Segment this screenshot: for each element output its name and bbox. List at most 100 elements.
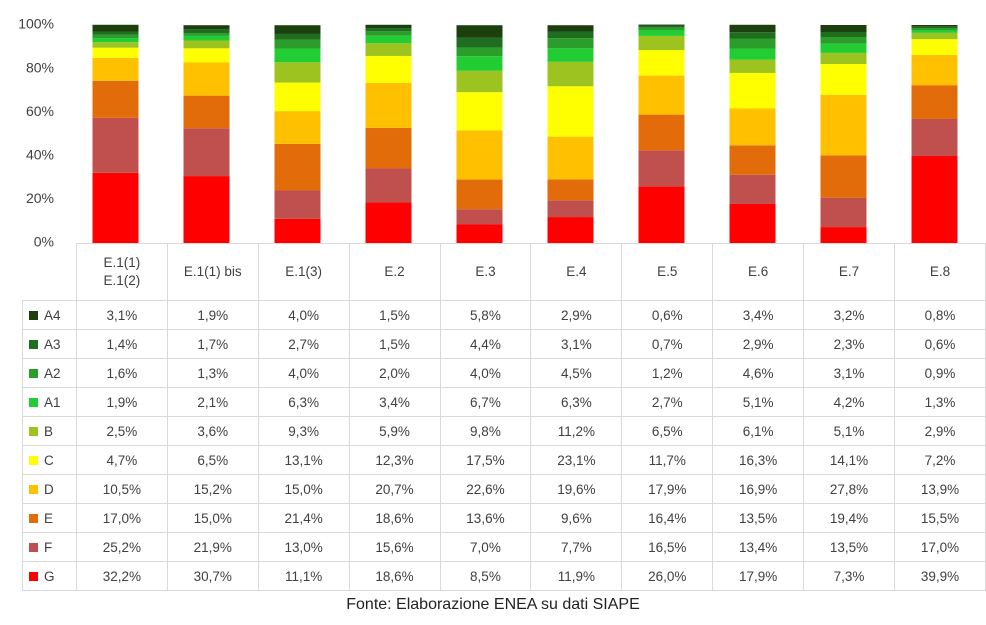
bar-segment [365, 168, 412, 203]
data-label: 1,9% [75, 387, 168, 417]
data-label: 17,0% [893, 532, 986, 562]
legend-swatch [29, 456, 38, 466]
bar-segment [911, 25, 958, 27]
bar-segment [274, 190, 321, 219]
bar-segment [820, 43, 867, 53]
bar-segment [547, 38, 594, 49]
legend-label: A4 [44, 307, 61, 323]
legend-swatch [29, 514, 38, 524]
data-label: 21,9% [166, 532, 259, 562]
data-label: 19,4% [803, 503, 895, 533]
bar-segment [820, 36, 867, 44]
bar-segment [547, 136, 594, 180]
data-label: 26,0% [621, 561, 714, 591]
bar-segment [274, 62, 321, 83]
data-label: 16,9% [712, 474, 805, 504]
bar-segment [820, 155, 867, 198]
data-label: 39,9% [893, 561, 986, 591]
data-label: 1,3% [166, 358, 259, 388]
data-label: 11,7% [621, 445, 714, 475]
legend-label: E [44, 510, 54, 526]
data-label: 5,1% [712, 387, 805, 417]
bar-segment [183, 62, 230, 96]
bar-segment [92, 24, 139, 32]
y-tick-label: 20% [26, 190, 54, 206]
bar-segment [911, 30, 958, 33]
data-label: 4,0% [257, 358, 350, 388]
bar-segment [547, 200, 594, 218]
series-row: A4 3,1% 1,9% 4,0% 1,5% 5,8% 2,9% 0,6% 3,4% 3,2% 0,… [22, 300, 986, 330]
bar-segment [820, 52, 867, 65]
data-label: 4,5% [530, 358, 623, 388]
bar-segment [183, 95, 230, 129]
data-label: 3,1% [75, 300, 168, 330]
data-label: 11,1% [257, 561, 350, 591]
legend-swatch [29, 398, 38, 408]
bar-segment [183, 128, 230, 177]
data-label: 21,4% [257, 503, 350, 533]
bar-segment [911, 26, 958, 29]
legend-label: A1 [44, 394, 61, 410]
bar-segment [183, 40, 230, 49]
series-row: A3 1,4% 1,7% 2,7% 1,5% 4,4% 3,1% 0,7% 2,9% 2,3% 0,… [22, 329, 986, 359]
data-label: 15,2% [166, 474, 259, 504]
bar-segment [365, 28, 412, 32]
legend-swatch [29, 427, 38, 437]
series-row: B 2,5% 3,6% 9,3% 5,9% 9,8% 11,2% 6,5% 6,1% 5,1% 2,… [22, 416, 986, 446]
legend-swatch [29, 572, 38, 582]
data-label: 9,6% [530, 503, 623, 533]
bar-segment [365, 43, 412, 56]
bar-segment [729, 108, 776, 146]
data-label: 2,7% [621, 387, 714, 417]
data-label: 2,9% [893, 416, 986, 446]
data-label: 18,6% [348, 561, 441, 591]
series-row: D 10,5% 15,2% 15,0% 20,7% 22,6% 19,6% 17,9% 16,9… [22, 474, 986, 504]
bar-segment [183, 33, 230, 36]
data-label: 4,0% [439, 358, 532, 388]
bar-segment [274, 33, 321, 40]
data-label: 13,4% [712, 532, 805, 562]
data-label: 4,4% [439, 329, 532, 359]
bar-segment [456, 47, 503, 57]
data-label: 0,9% [893, 358, 986, 388]
legend-entry: A3 [22, 329, 77, 359]
data-label: 1,7% [166, 329, 259, 359]
data-label: 2,1% [166, 387, 259, 417]
legend-entry: D [22, 474, 77, 504]
bar-segment [729, 32, 776, 39]
data-label: 27,8% [803, 474, 895, 504]
y-tick-label: 100% [18, 16, 54, 32]
bar-segment [729, 174, 776, 204]
data-label: 23,1% [530, 445, 623, 475]
data-label: 1,2% [621, 358, 714, 388]
bar-segment [638, 27, 685, 31]
data-label: 17,0% [75, 503, 168, 533]
bar-segment [183, 29, 230, 34]
data-label: 13,5% [803, 532, 895, 562]
bar-segment [456, 224, 503, 243]
bar-segment [274, 48, 321, 63]
data-label: 1,3% [893, 387, 986, 417]
legend-label: A3 [44, 336, 61, 352]
source-note: Fonte: Elaborazione ENEA su dati SIAPE [346, 596, 640, 613]
bar-segment [729, 59, 776, 73]
category-label: E.1(1) bis [166, 243, 259, 301]
data-label: 6,7% [439, 387, 532, 417]
bar-segment [820, 227, 867, 243]
data-label: 6,5% [166, 445, 259, 475]
y-tick-label: 40% [26, 147, 54, 163]
data-label: 20,7% [348, 474, 441, 504]
data-label: 4,6% [712, 358, 805, 388]
data-label: 7,7% [530, 532, 623, 562]
data-label: 8,5% [439, 561, 532, 591]
bar-segment [547, 86, 594, 137]
category-label: E.3 [439, 243, 532, 301]
data-label: 12,3% [348, 445, 441, 475]
bar-segment [456, 56, 503, 71]
data-label: 0,6% [621, 300, 714, 330]
data-label: 19,6% [530, 474, 623, 504]
legend-entry: C [22, 445, 77, 475]
data-label: 11,9% [530, 561, 623, 591]
bar-segment [820, 94, 867, 156]
data-label: 18,6% [348, 503, 441, 533]
